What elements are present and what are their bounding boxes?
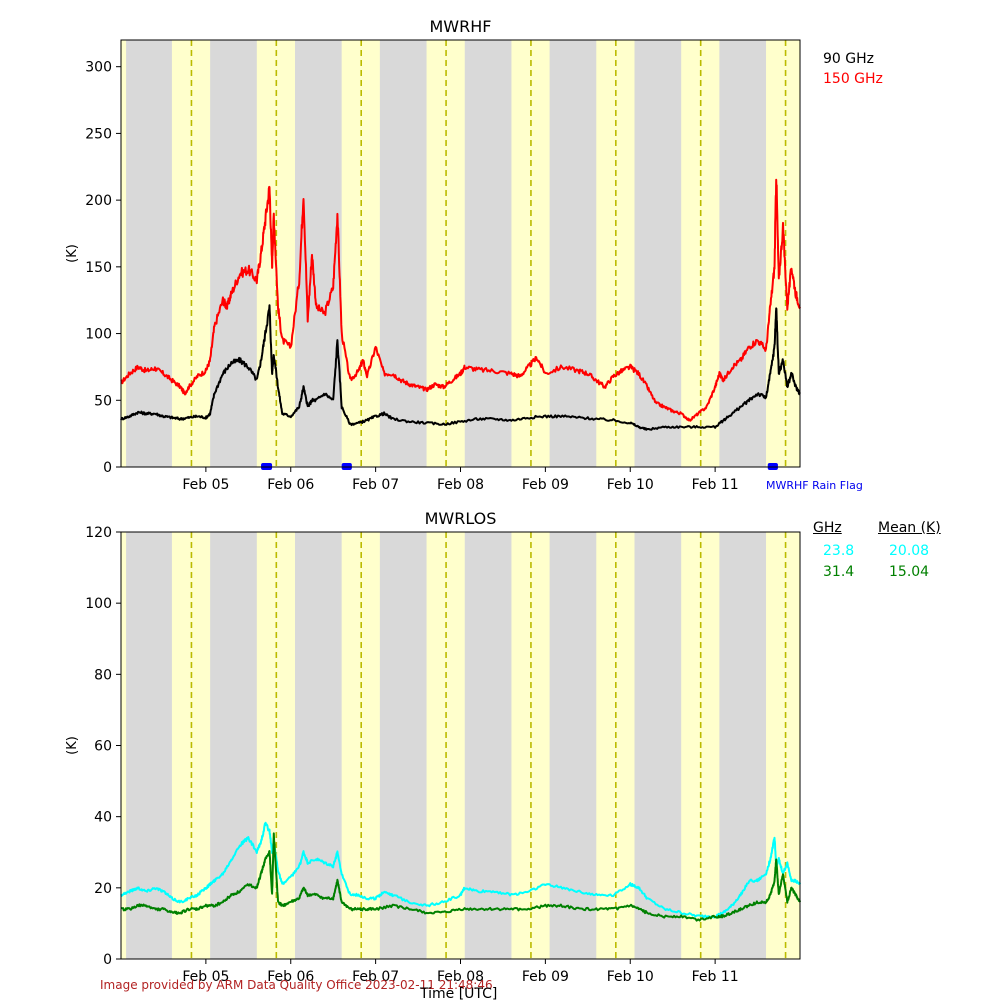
y-tick-label: 120 [85,525,112,541]
series-line-31-4 [120,832,801,922]
table-header-mean: Mean (K) [878,520,941,536]
x-tick-label: Feb 11 [692,477,739,493]
y-tick-label: 50 [94,393,112,409]
night-band [121,40,127,467]
y-tick-label: 60 [94,739,112,755]
table-row-23-mean: 20.08 [889,543,930,559]
night-band [766,40,800,467]
x-tick-label: Feb 07 [352,969,399,985]
y-tick-label: 80 [94,667,112,683]
legend-90ghz-label: 90 GHz [823,51,874,67]
x-tick-label: Feb 08 [437,477,484,493]
y-tick-label: 250 [85,126,112,142]
x-axis-title: Time [UTC] [420,986,498,1002]
series-line-90-ghz [120,304,801,431]
y-tick-label: 0 [103,952,112,968]
table-header-ghz: GHz [813,520,842,536]
series-line-150-ghz [120,178,801,422]
x-tick-label: Feb 09 [522,477,569,493]
chart-title: MWRHF [430,17,492,36]
y-tick-label: 150 [85,260,112,276]
x-tick-label: Feb 06 [267,477,314,493]
x-tick-label: Feb 08 [437,969,484,985]
y-tick-label: 20 [94,881,112,897]
x-tick-label: Feb 07 [352,477,399,493]
x-tick-label: Feb 10 [607,477,654,493]
table-row-31-mean: 15.04 [889,564,930,580]
y-tick-label: 40 [94,810,112,826]
y-tick-label: 200 [85,193,112,209]
x-tick-label: Feb 09 [522,969,569,985]
y-tick-label: 0 [103,460,112,476]
y-tick-label: 300 [85,60,112,76]
legend-150ghz-label: 150 GHz [823,71,883,87]
footer-credit: Image provided by ARM Data Quality Offic… [100,978,493,992]
rain-flag-label: MWRHF Rain Flag [766,479,863,492]
x-tick-label: Feb 06 [267,969,314,985]
y-tick-label: 100 [85,596,112,612]
y-tick-label: 100 [85,327,112,343]
y-axis-label: (K) [65,736,80,755]
chart-title: MWRLOS [425,509,497,528]
x-tick-label: Feb 05 [182,477,229,493]
mwrlos-plot: 0 20 40 60 80 100 120 Feb 05 Feb 06 Feb 07 Feb 08 F… [65,509,801,985]
y-axis-label: (K) [65,244,80,263]
table-row-23-freq: 23.8 [823,543,855,559]
x-tick-label: Feb 05 [182,969,229,985]
x-tick-label: Feb 11 [692,969,739,985]
x-tick-label: Feb 10 [607,969,654,985]
legend-90ghz: 90 GHz [823,51,874,67]
legend-150ghz: 150 GHz [823,71,883,87]
mwrhf-plot: 0 50 100 150 200 250 300 Feb 05 Feb 06 Feb 07 Feb … [65,17,801,493]
series-line-23-8 [120,821,801,919]
night-band [121,532,127,959]
table-row-31-freq: 31.4 [823,564,855,580]
